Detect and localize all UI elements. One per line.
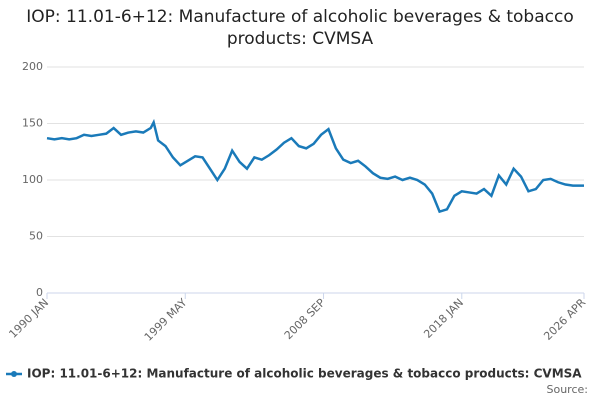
series-line (46, 118, 584, 214)
chart-title: IOP: 11.01-6+12: Manufacture of alcoholi… (26, 7, 574, 49)
x-tick-label: 1999 MAY (142, 296, 190, 344)
source: Source: (547, 383, 589, 396)
y-tick-label: 200 (22, 60, 43, 73)
y-tick-label: 0 (36, 286, 43, 299)
x-tick-label: 2026 APR (541, 296, 588, 343)
y-tick-label: 150 (22, 117, 43, 130)
y-tick-label: 100 (22, 173, 43, 186)
y-tick-label: 50 (29, 230, 43, 243)
legend-label: IOP: 11.01-6+12: Manufacture of alcoholi… (27, 367, 582, 381)
x-tick-label: 1990 JAN (6, 296, 51, 341)
legend-item: IOP: 11.01-6+12: Manufacture of alcoholi… (6, 367, 582, 381)
x-tick-label: 2008 SEP (282, 296, 328, 342)
x-tick-label: 2018 JAN (421, 296, 466, 341)
legend-marker (11, 371, 17, 377)
